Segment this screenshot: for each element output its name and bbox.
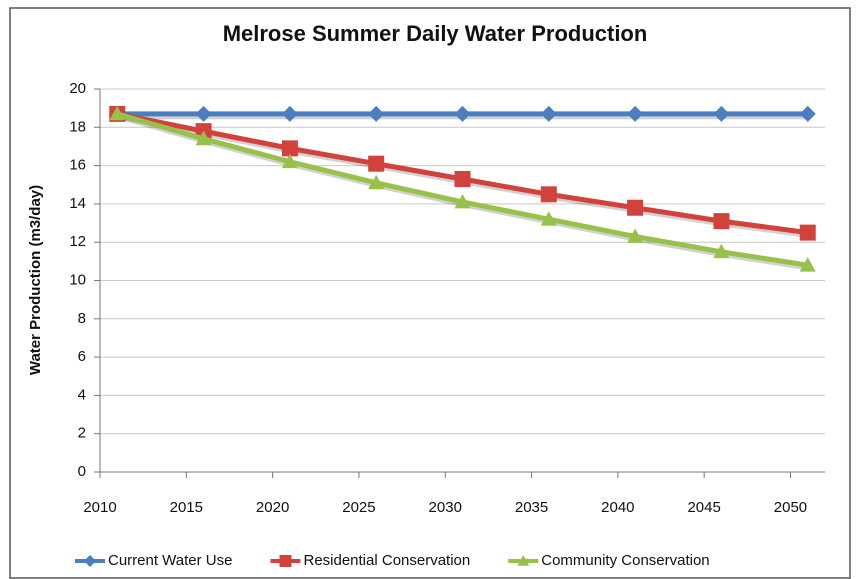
x-tick-label: 2020 — [256, 499, 289, 516]
y-tick-label: 4 — [78, 386, 86, 403]
y-tick-label: 10 — [69, 271, 86, 288]
legend-label: Community Conservation — [541, 552, 709, 569]
legend-marker — [279, 555, 292, 567]
marker — [540, 105, 557, 122]
y-tick-label: 18 — [69, 118, 86, 135]
marker — [368, 155, 385, 172]
x-tick-label: 2030 — [429, 499, 462, 516]
marker — [799, 224, 816, 241]
marker — [454, 105, 471, 122]
marker — [109, 105, 126, 121]
marker — [281, 140, 298, 157]
x-tick-label: 2040 — [601, 499, 634, 516]
marker — [799, 105, 816, 122]
legend-marker — [517, 555, 530, 566]
x-tick-label: 2035 — [515, 499, 548, 516]
marker — [540, 186, 557, 203]
legend-label: Current Water Use — [108, 552, 232, 569]
x-tick-label: 2050 — [774, 499, 807, 516]
y-tick-label: 12 — [69, 233, 86, 250]
x-tick-label: 2025 — [342, 499, 375, 516]
marker — [713, 105, 730, 122]
marker — [281, 105, 298, 122]
marker — [454, 171, 471, 188]
marker — [627, 199, 644, 216]
x-tick-label: 2015 — [170, 499, 203, 516]
y-tick-label: 16 — [69, 157, 86, 174]
marker — [799, 257, 816, 272]
marker — [368, 174, 385, 190]
chart-frame — [9, 7, 851, 579]
marker — [540, 211, 557, 226]
y-axis-label: Water Production (m3/day) — [27, 185, 44, 375]
legend-marker — [84, 555, 96, 567]
marker — [454, 193, 471, 209]
x-tick-label: 2045 — [687, 499, 720, 516]
y-tick-label: 20 — [69, 80, 86, 97]
y-tick-label: 2 — [78, 425, 86, 442]
chart-title: Melrose Summer Daily Water Production — [223, 21, 648, 46]
marker — [713, 213, 730, 230]
marker — [627, 228, 644, 243]
legend-label: Residential Conservation — [303, 552, 470, 569]
marker — [627, 105, 644, 122]
y-tick-label: 6 — [78, 348, 86, 365]
marker — [195, 130, 212, 146]
marker — [281, 153, 298, 169]
marker — [713, 243, 730, 259]
x-tick-label: 2010 — [83, 499, 116, 516]
y-tick-label: 8 — [78, 310, 86, 327]
marker — [368, 105, 385, 122]
y-tick-label: 14 — [69, 195, 86, 212]
marker — [195, 105, 212, 122]
y-tick-label: 0 — [78, 463, 86, 480]
